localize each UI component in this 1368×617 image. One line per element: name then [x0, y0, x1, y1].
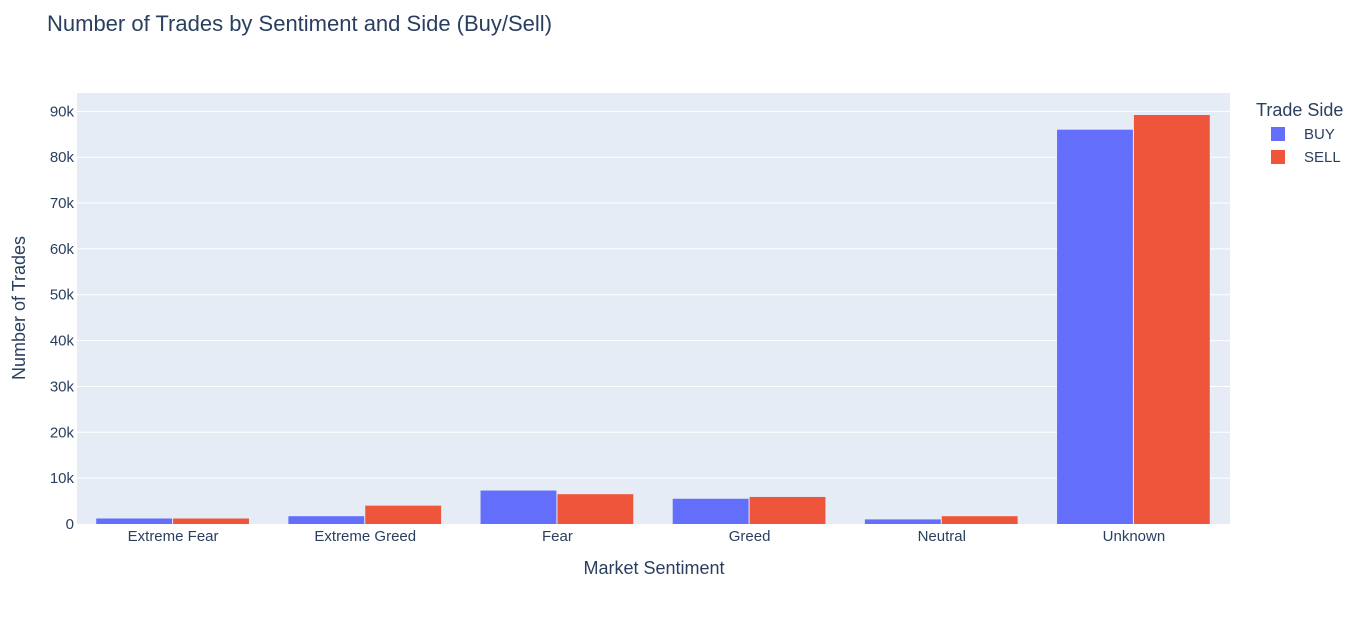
x-tick-label: Fear — [542, 528, 573, 545]
y-tick-label: 50k — [50, 287, 75, 304]
legend-swatch-buy — [1271, 127, 1285, 141]
legend-label-sell: SELL — [1304, 149, 1341, 166]
x-tick-label: Greed — [729, 528, 771, 545]
bar-sell-extreme-greed[interactable] — [365, 505, 442, 524]
y-tick-label: 70k — [50, 195, 75, 212]
bar-sell-extreme-fear[interactable] — [173, 518, 249, 524]
bar-sell-greed[interactable] — [749, 496, 826, 524]
bars — [96, 115, 1210, 524]
bar-sell-fear[interactable] — [557, 494, 634, 524]
legend: Trade Side BUY SELL — [1256, 100, 1343, 166]
gridlines — [77, 110, 1230, 479]
y-tick-label: 80k — [50, 149, 75, 166]
bar-buy-extreme-greed[interactable] — [288, 516, 365, 524]
y-axis-ticks: 0 10k 20k 30k 40k 50k 60k 70k 80k 90k — [50, 103, 75, 533]
bar-buy-greed[interactable] — [672, 498, 749, 524]
bar-sell-unknown[interactable] — [1133, 115, 1210, 524]
bar-buy-extreme-fear[interactable] — [96, 518, 173, 524]
x-axis-ticks: Extreme Fear Extreme Greed Fear Greed Neutra… — [128, 528, 1166, 545]
y-axis-title: Number of Trades — [9, 236, 29, 380]
y-tick-label: 20k — [50, 424, 75, 441]
x-tick-label: Unknown — [1103, 528, 1166, 545]
y-tick-label: 40k — [50, 333, 75, 350]
bar-buy-fear[interactable] — [480, 490, 557, 524]
y-tick-label: 10k — [50, 470, 75, 487]
bar-buy-unknown[interactable] — [1057, 129, 1133, 524]
bar-buy-neutral[interactable] — [864, 519, 941, 524]
bar-sell-neutral[interactable] — [941, 516, 1018, 524]
x-tick-label: Neutral — [918, 528, 966, 545]
y-tick-label: 30k — [50, 378, 75, 395]
legend-label-buy: BUY — [1304, 126, 1335, 143]
x-tick-label: Extreme Greed — [314, 528, 416, 545]
x-tick-label: Extreme Fear — [128, 528, 219, 545]
legend-swatch-sell — [1271, 150, 1285, 164]
x-axis-title: Market Sentiment — [583, 558, 724, 578]
y-tick-label: 0 — [66, 516, 74, 533]
legend-title: Trade Side — [1256, 100, 1343, 120]
y-tick-label: 60k — [50, 241, 75, 258]
y-tick-label: 90k — [50, 103, 75, 120]
chart-title: Number of Trades by Sentiment and Side (… — [47, 11, 552, 36]
plot-background — [77, 93, 1230, 524]
